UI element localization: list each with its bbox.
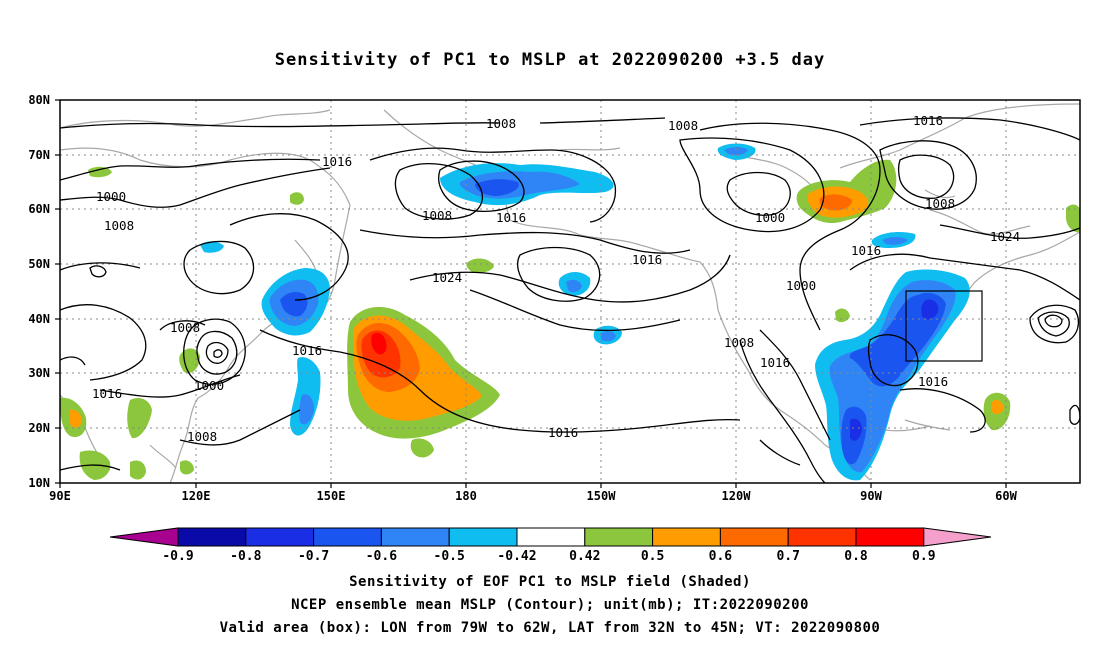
contour-label: 1016: [632, 252, 662, 267]
contour-labels: 1008 1016 1000 1008 1008 1016 1008 1000 …: [92, 113, 1020, 444]
longitude-labels: 90E 120E 150E 180 150W 120W 90W 60W: [49, 489, 1017, 503]
colorbar-label: -0.8: [230, 549, 261, 564]
colorbar-label: 0.8: [844, 549, 868, 564]
contour-label: 1000: [194, 378, 224, 393]
colorbar-segment: [584, 527, 654, 547]
tick-marks: [55, 99, 1007, 488]
colorbar-segment: [313, 527, 382, 547]
colorbar-label: 0.5: [641, 549, 664, 564]
sensitivity-shading: [60, 143, 1080, 481]
colorbar-segment: [245, 527, 315, 547]
colorbar-label: 0.6: [709, 549, 733, 564]
contour-label: 1000: [96, 189, 126, 204]
contour-label: 1008: [724, 335, 754, 350]
lat-label: 30N: [28, 366, 50, 380]
latitude-labels: 80N 70N 60N 50N 40N 30N 20N 10N: [28, 93, 50, 490]
caption-shaded: Sensitivity of EOF PC1 to MSLP field (Sh…: [349, 574, 751, 590]
colorbar-label: 0.7: [776, 549, 799, 564]
colorbar-label: -0.7: [298, 549, 329, 564]
colorbar-label: -0.6: [366, 549, 397, 564]
colorbar-segment: [516, 527, 586, 547]
contour-label: 1024: [990, 229, 1020, 244]
contour-label: 1016: [851, 243, 881, 258]
contour-label: 1008: [925, 196, 955, 211]
contour-label: 1008: [486, 116, 516, 131]
contour-label: 1000: [755, 210, 785, 225]
caption-contour: NCEP ensemble mean MSLP (Contour); unit(…: [291, 597, 809, 613]
lat-label: 20N: [28, 421, 50, 435]
lon-label: 120E: [182, 489, 211, 503]
colorbar-label: 0.9: [912, 549, 935, 564]
contour-label: 1008: [170, 320, 200, 335]
contour-label: 1016: [760, 355, 790, 370]
lon-label: 90W: [860, 489, 882, 503]
contour-label: 1008: [668, 118, 698, 133]
mslp-contours: [59, 117, 1081, 484]
colorbar-segment: [652, 527, 721, 547]
contour-label: 1024: [432, 270, 462, 285]
colorbar-label: 0.42: [569, 549, 600, 564]
lon-label: 150E: [317, 489, 346, 503]
contour-label: 1000: [786, 278, 816, 293]
contour-label: 1016: [292, 343, 322, 358]
contour-label: 1008: [104, 218, 134, 233]
colorbar-segment: [448, 527, 518, 547]
lon-label: 60W: [995, 489, 1017, 503]
colorbar-segment: [380, 527, 450, 547]
colorbar-label: -0.5: [434, 549, 465, 564]
contour-label: 1008: [422, 208, 452, 223]
lon-label: 90E: [49, 489, 71, 503]
plot-border: [59, 99, 1081, 484]
contour-label: 1016: [548, 425, 578, 440]
contour-label: 1008: [187, 429, 217, 444]
contour-label: 1016: [496, 210, 526, 225]
colorbar-label: -0.9: [162, 549, 193, 564]
lon-label: 180: [455, 489, 477, 503]
contour-label: 1016: [918, 374, 948, 389]
contour-label: 1016: [92, 386, 122, 401]
colorbar-segment: [787, 527, 857, 547]
lat-label: 60N: [28, 202, 50, 216]
contour-label: 1016: [913, 113, 943, 128]
contour-label: 1016: [322, 154, 352, 169]
lat-label: 10N: [28, 476, 50, 490]
lat-label: 80N: [28, 93, 50, 107]
lon-label: 150W: [587, 489, 617, 503]
lon-label: 120W: [722, 489, 752, 503]
caption-valid-area: Valid area (box): LON from 79W to 62W, L…: [219, 620, 881, 636]
lat-label: 70N: [28, 148, 50, 162]
colorbar: -0.9 -0.8 -0.7 -0.6 -0.5 -0.42 0.42 0.5 …: [109, 527, 992, 564]
colorbar-segment: [855, 527, 925, 547]
lat-label: 40N: [28, 312, 50, 326]
colorbar-segment: [177, 527, 247, 547]
lat-label: 50N: [28, 257, 50, 271]
colorbar-left-triangle: [109, 527, 179, 547]
colorbar-right-triangle: [923, 527, 992, 547]
map-title: Sensitivity of PC1 to MSLP at 2022090200…: [274, 50, 826, 70]
valid-area-box: [905, 290, 983, 362]
colorbar-label: -0.42: [497, 549, 536, 564]
colorbar-segment: [719, 527, 789, 547]
